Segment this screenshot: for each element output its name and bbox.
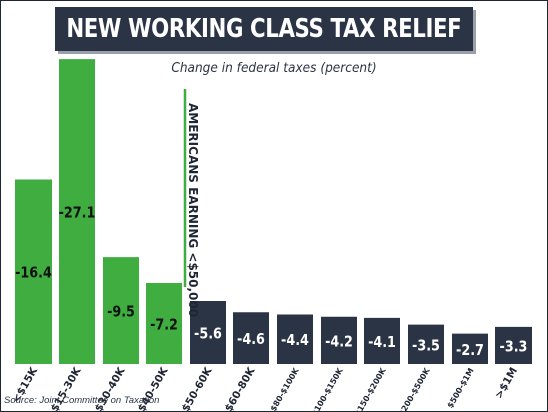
data-label-10: -3.5: [412, 337, 440, 354]
chart-title: NEW WORKING CLASS TAX RELIEF: [66, 14, 462, 44]
source-note: Source: Joint Committee on Taxation: [4, 395, 160, 406]
data-label-4: -7.2: [150, 317, 178, 334]
tick-label-12: >$1M: [493, 366, 520, 401]
bar-2: [59, 59, 95, 364]
bar-11: [452, 333, 488, 364]
tick-label-9: $150-$200K: [353, 366, 388, 412]
tick-label-7: $80-$100K: [269, 366, 301, 412]
bar-8: [321, 316, 357, 364]
data-label-11: -2.7: [456, 342, 484, 359]
data-label-12: -3.3: [500, 339, 528, 356]
bar-12: [495, 326, 532, 364]
bar-1: [15, 179, 52, 364]
bar-4: [146, 283, 182, 364]
bar-9: [364, 317, 400, 364]
bar-6: [233, 312, 269, 364]
data-label-1: -16.4: [15, 265, 52, 282]
tick-label-6: $60-80K: [223, 365, 258, 412]
bar-10: [408, 324, 444, 364]
data-label-8: -4.2: [325, 333, 353, 350]
tick-label-8: $100-$150K: [310, 366, 345, 412]
title-banner: NEW WORKING CLASS TAX RELIEF: [55, 7, 473, 51]
data-label-2: -27.1: [59, 205, 96, 222]
data-label-9: -4.1: [368, 334, 396, 351]
chart-subtitle: Change in federal taxes (percent): [171, 60, 377, 76]
annotation-label: AMERICANS EARNING <$50,000: [186, 103, 200, 317]
data-label-5: -5.6: [194, 326, 222, 343]
data-label-7: -4.4: [281, 332, 309, 349]
bar-3: [103, 257, 139, 364]
data-label-6: -4.6: [237, 331, 265, 348]
tick-label-10: $200-$500K: [397, 366, 432, 412]
bar-7: [277, 314, 313, 364]
data-label-3: -9.5: [107, 304, 135, 321]
tick-label-11: $500-$1M: [446, 366, 476, 409]
tick-label-5: $50-60K: [180, 365, 215, 412]
bar-5: [190, 301, 226, 364]
